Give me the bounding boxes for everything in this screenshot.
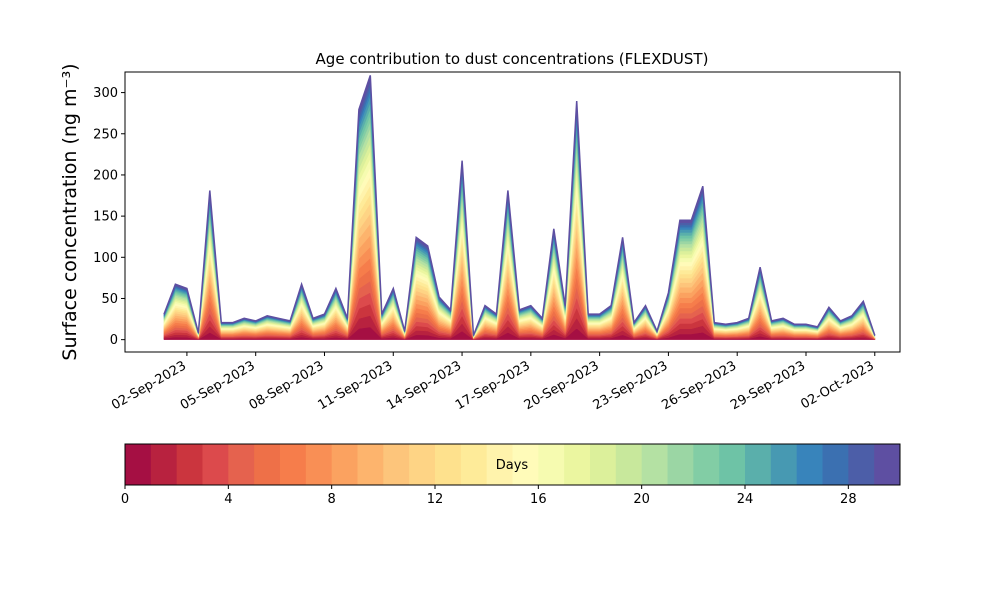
plot-area: 0 50 100 150 200 250 300 02-Sep-202305-Sep-2023… [93,71,901,413]
colorbar-segment [305,444,333,485]
colorbar-segment [125,444,152,485]
area-band-day-28 [163,80,876,336]
colorbar-segment [486,444,513,485]
colorbar-tick-label: 28 [840,492,857,507]
x-axis: 02-Sep-202305-Sep-202308-Sep-202311-Sep-… [109,352,877,413]
area-band-day-26 [163,90,876,336]
colorbar-segment [615,444,643,485]
colorbar-tick-label: 24 [737,492,754,507]
x-tick-label: 17-Sep-2023 [453,358,533,413]
y-tick-label: 50 [101,292,118,307]
x-tick-label: 02-Sep-2023 [109,358,189,413]
x-tick-label: 29-Sep-2023 [728,358,808,413]
area-band-day-24 [163,102,876,337]
area-band-day-27 [163,85,876,336]
colorbar-segment [590,444,617,485]
colorbar-segment [254,444,281,485]
y-tick-label: 0 [110,333,118,348]
colorbar-segment [719,444,746,485]
colorbar-segment [460,444,488,485]
x-tick-label: 26-Sep-2023 [659,358,739,413]
y-tick-label: 300 [93,86,118,101]
y-tick-label: 150 [93,210,118,225]
colorbar-segment [150,444,178,485]
colorbar-segment [641,444,668,485]
colorbar-segment [228,444,255,485]
colorbar-tick-label: 4 [224,492,232,507]
colorbar-segment [409,444,436,485]
colorbar-segment [745,444,772,485]
colorbar-segment [538,444,565,485]
colorbar-tick-label: 12 [427,492,444,507]
area-band-day-29 [163,75,876,336]
colorbar-label: Days [496,458,529,473]
colorbar-segment [357,444,384,485]
colorbar-tick-label: 16 [530,492,547,507]
colorbar-segment [848,444,875,485]
colorbar-segment [564,444,591,485]
x-tick-label: 11-Sep-2023 [315,358,395,413]
colorbar-segment [202,444,229,485]
colorbar-segment [796,444,823,485]
area-band-day-25 [163,95,876,336]
colorbar: 0 4 8 12 16 20 24 28 [121,443,901,507]
total-outline [163,75,876,336]
colorbar-segment [383,444,410,485]
colorbar-segment [874,444,901,485]
x-tick-label: 14-Sep-2023 [384,358,464,413]
y-axis: 0 50 100 150 200 250 300 [93,86,125,348]
colorbar-segment [512,444,539,485]
colorbar-tick-label: 20 [633,492,650,507]
colorbar-segment [331,444,358,485]
colorbar-segment [176,444,203,485]
y-tick-label: 200 [93,168,118,183]
colorbar-segment [693,444,720,485]
colorbar-frame [124,443,901,486]
y-axis-label: Surface concentration (ng m⁻³) [59,63,81,360]
chart-title: Age contribution to dust concentrations … [316,50,709,68]
colorbar-segment [770,444,798,485]
y-tick-label: 100 [93,251,118,266]
area-bands [163,75,876,340]
y-tick-label: 250 [93,127,118,142]
x-tick-label: 02-Oct-2023 [798,358,876,412]
colorbar-segment [667,444,694,485]
colorbar-tick-label: 8 [328,492,336,507]
colorbar-segment [822,444,849,485]
x-tick-label: 05-Sep-2023 [178,358,258,413]
x-tick-label: 08-Sep-2023 [247,358,327,413]
colorbar-segment [280,444,307,485]
x-tick-label: 20-Sep-2023 [522,358,602,413]
colorbar-tick-label: 0 [121,492,129,507]
colorbar-segment [435,444,462,485]
x-tick-label: 23-Sep-2023 [591,358,671,413]
plot-frame [124,71,901,353]
